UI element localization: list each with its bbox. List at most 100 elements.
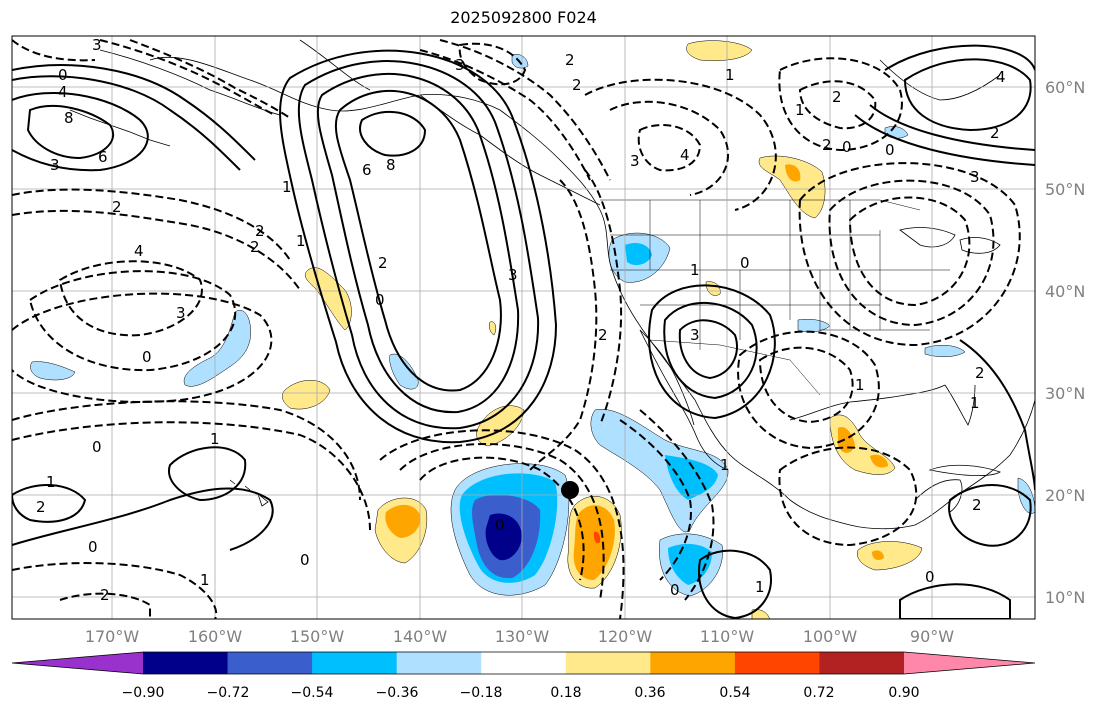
contour-line	[129, 39, 291, 119]
yucatan	[914, 479, 963, 513]
hawaii-islands	[229, 479, 269, 507]
negative-anomaly-area	[389, 353, 419, 390]
contour-label: 2	[565, 51, 575, 69]
contour-line	[12, 91, 149, 172]
contour-line	[678, 319, 738, 380]
contour-label: 4	[680, 146, 690, 164]
contour-line	[26, 104, 115, 160]
colorbar	[11, 651, 1036, 675]
contour-line	[869, 104, 1035, 151]
contour-line	[609, 100, 730, 196]
contour-label: 0	[142, 348, 152, 366]
contour-label: 2	[822, 136, 832, 154]
contour-label: 0	[88, 538, 98, 556]
contour-label: 3	[455, 56, 465, 74]
map-title: 2025092800 F024	[450, 8, 597, 27]
contour-line	[419, 456, 585, 581]
contour-line	[758, 346, 854, 424]
contour-label: 3	[176, 304, 186, 322]
contour-line	[884, 44, 1035, 71]
negative-anomaly-area	[924, 344, 966, 357]
cuba	[928, 464, 1001, 477]
contour-label: 1	[755, 578, 765, 596]
positive-anomaly-area	[593, 531, 601, 544]
colorbar-segment	[481, 652, 567, 674]
contour-line	[316, 73, 520, 414]
contour-label: 0	[925, 568, 935, 586]
contour-label: 2	[36, 498, 46, 516]
negative-anomaly-area	[485, 513, 522, 561]
colorbar-segment	[396, 652, 482, 674]
contour-line	[12, 75, 241, 171]
contour-label: 0	[92, 438, 102, 456]
contour-label: 1	[855, 376, 865, 394]
longitude-label: 130°W	[495, 627, 550, 646]
contour-label: 6	[362, 161, 372, 179]
contour-label: 2	[598, 326, 608, 344]
positive-anomaly-area	[686, 40, 753, 61]
contour-label: 0	[842, 138, 852, 156]
contour-label: 0	[375, 291, 385, 309]
gulf-coast	[789, 384, 946, 421]
contour-label: 3	[92, 36, 102, 54]
colorbar-tick-label: 0.18	[550, 685, 581, 701]
contour-label: 1	[725, 66, 735, 84]
positive-anomaly-area	[872, 550, 884, 560]
contour-line	[798, 80, 877, 130]
latitude-label: 30°N	[1045, 384, 1085, 403]
contour-line	[12, 487, 274, 551]
positive-anomaly-area	[751, 609, 770, 619]
negative-anomaly-area	[30, 361, 76, 381]
political-borders	[600, 199, 950, 396]
positive-anomaly-area	[857, 541, 923, 571]
contour-label: 1	[282, 178, 292, 196]
colorbar-segment	[143, 652, 229, 674]
aleutians	[69, 109, 171, 147]
contour-line	[648, 284, 776, 420]
contour-line	[334, 89, 502, 392]
contour-label: 4	[58, 83, 68, 101]
latitude-label: 40°N	[1045, 282, 1085, 301]
contour-label: 4	[996, 68, 1006, 86]
longitude-label: 110°W	[700, 627, 755, 646]
graticule	[12, 36, 1035, 619]
contour-line	[359, 110, 427, 157]
colorbar-segment	[565, 652, 651, 674]
contour-label: 0	[740, 254, 750, 272]
colorbar-outline	[11, 651, 1036, 675]
positive-anomaly-area	[758, 155, 826, 219]
longitude-label: 140°W	[393, 627, 448, 646]
contour-line	[948, 484, 1032, 547]
contour-line	[959, 339, 1035, 491]
contour-line	[903, 58, 1032, 132]
contour-line	[899, 583, 1011, 619]
contour-line	[584, 78, 777, 211]
colorbar-tick-label: −0.72	[207, 685, 250, 701]
contour-line	[639, 409, 715, 601]
contour-label: 2	[572, 76, 582, 94]
contour-line	[12, 484, 87, 523]
colorbar-segment	[819, 652, 905, 674]
positive-anomaly-area	[282, 380, 331, 410]
contour-label: 8	[386, 156, 396, 174]
contour-line	[619, 419, 692, 581]
florida-coast	[944, 384, 976, 426]
longitude-label: 150°W	[290, 627, 345, 646]
contour-label: 3	[508, 266, 518, 284]
contour-label: 2	[972, 496, 982, 514]
contour-line	[584, 169, 623, 426]
contour-label: 1	[970, 394, 980, 412]
contour-line	[828, 179, 995, 327]
contour-line	[778, 57, 903, 152]
contour-line	[529, 179, 598, 471]
colorbar-tick-label: 0.90	[888, 685, 919, 701]
contour-line	[458, 42, 527, 86]
colorbar-tick-label: −0.90	[122, 685, 165, 701]
contour-label: 1	[795, 101, 805, 119]
latitude-label: 10°N	[1045, 588, 1085, 607]
contour-line	[798, 162, 1021, 347]
contour-label: 6	[98, 148, 108, 166]
latitude-label: 60°N	[1045, 78, 1085, 97]
storm-center-marker	[561, 481, 579, 499]
colorbar-extend-high	[904, 652, 1035, 674]
